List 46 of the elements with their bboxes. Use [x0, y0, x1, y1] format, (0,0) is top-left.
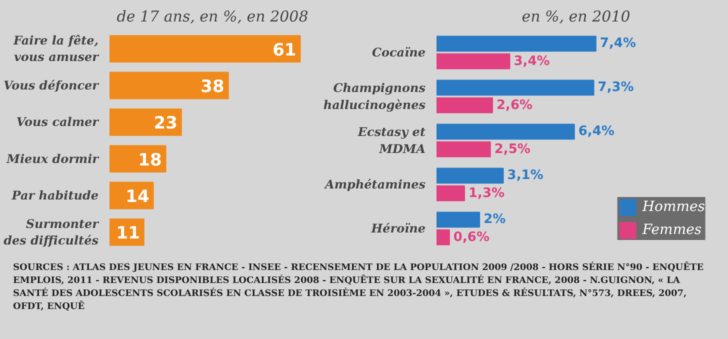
data-label: 38	[200, 77, 224, 97]
y-tick-label: Mieux dormir	[6, 152, 100, 166]
y-tick-label: Faire la fête, vous amuser	[12, 33, 100, 64]
bar	[436, 80, 594, 96]
data-label: 7,4%	[600, 36, 636, 52]
data-label: 7,3%	[598, 80, 634, 96]
bar	[436, 53, 510, 70]
data-label: 2%	[484, 212, 506, 228]
legend-label: Hommes	[642, 199, 705, 215]
bar	[436, 141, 491, 158]
y-tick-label: Héroïne	[370, 222, 426, 236]
y-tick-label: Surmonter des difficultés	[4, 216, 100, 248]
bar	[436, 168, 504, 184]
bar	[436, 185, 466, 202]
data-label: 6,4%	[578, 124, 614, 140]
data-label: 61	[272, 40, 296, 60]
chart-title: de 17 ans, en %, en 2008	[116, 8, 308, 26]
y-tick-label: Champignons hallucinogènes	[323, 81, 426, 112]
bar	[436, 36, 596, 52]
data-label: 2,6%	[496, 98, 533, 113]
bar	[436, 97, 494, 114]
y-tick-label: Vous calmer	[16, 115, 100, 130]
data-label: 2,5%	[494, 142, 530, 157]
y-tick-label: Vous défoncer	[3, 78, 100, 92]
bar	[436, 212, 480, 228]
y-tick-label: Par habitude	[10, 188, 99, 202]
y-tick-label: Ecstasy et MDMA	[356, 125, 426, 156]
bar	[436, 124, 575, 140]
chart-title: en %, en 2010	[522, 8, 631, 26]
data-label: 11	[116, 224, 140, 244]
data-label: 3,4%	[514, 54, 550, 69]
data-label: 3,1%	[507, 168, 544, 184]
bar	[110, 35, 301, 63]
y-tick-label: Amphétamines	[324, 178, 426, 192]
data-label: 23	[154, 114, 178, 134]
data-label: 18	[138, 150, 162, 170]
legend-label: Femmes	[642, 222, 702, 238]
source-note: SOURCES : ATLAS DES JEUNES EN FRANCE - INSEE - RECENSEMENT DE LA POPULATION 2009 /2008 - HORS SÉRIE N°90 - ENQUÊTE EMPLOIS, 2011 - REVENUS DISPONIBLES LOCALISÉS 2008 - ENQUÊTE SUR LA SEXUALITÉ EN FRANCE, 2008 - N.GUIGNON, « LA SANTÉ DES ADOLESCENTS SCOLARISÉS EN CLASSE DE TROISIÈME EN 2003-2004 », ETUDES & RÉSULTATS, N°573, DREES, 2007, OFDT, ENQUÊ	[13, 262, 705, 314]
bar	[436, 229, 450, 246]
bar	[110, 108, 182, 136]
bar	[110, 145, 166, 173]
y-tick-label: Cocaïne	[372, 46, 426, 60]
data-label: 14	[126, 187, 150, 207]
bar	[110, 72, 229, 100]
data-label: 0,6%	[453, 230, 490, 245]
data-label: 1,3%	[468, 186, 505, 201]
